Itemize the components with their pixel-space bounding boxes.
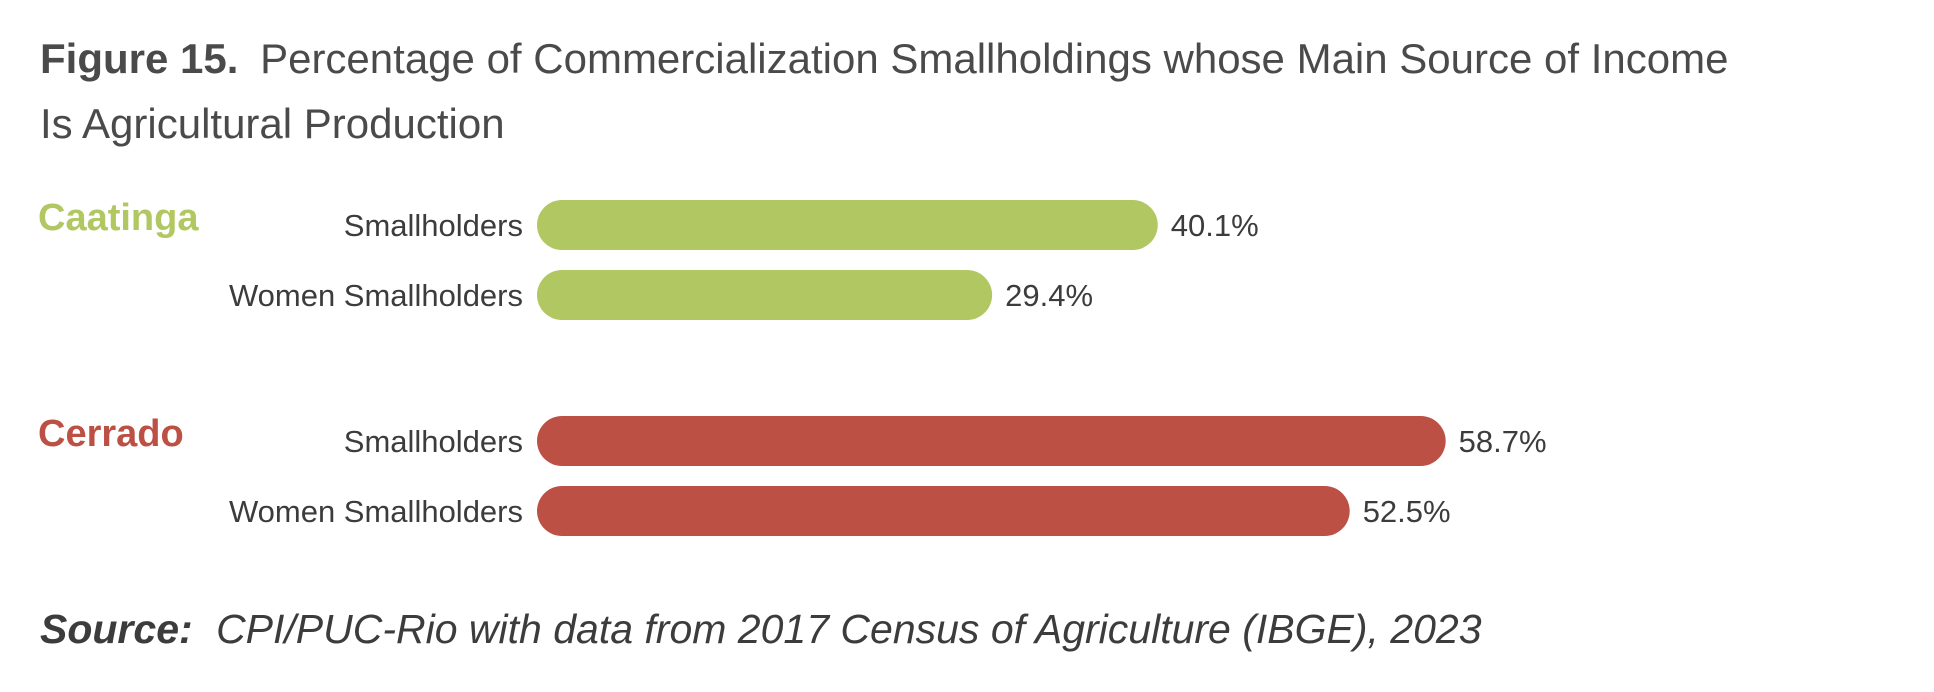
bar-cerrado-women-smallholders xyxy=(537,486,1350,536)
source-prefix: Source: xyxy=(40,606,193,652)
source-note: Source: CPI/PUC-Rio with data from 2017 … xyxy=(40,606,1482,652)
category-label-caatinga-smallholders: Smallholders xyxy=(344,208,523,243)
chart-title-line2: Is Agricultural Production xyxy=(40,100,505,147)
group-label-caatinga: Caatinga xyxy=(38,197,199,239)
group-label-cerrado: Cerrado xyxy=(38,413,184,455)
category-label-cerrado-smallholders: Smallholders xyxy=(344,424,523,459)
figure-number: Figure 15. xyxy=(40,35,238,82)
bar-caatinga-smallholders xyxy=(537,200,1158,250)
category-label-caatinga-women-smallholders: Women Smallholders xyxy=(229,278,523,313)
bar-caatinga-women-smallholders xyxy=(537,270,993,320)
value-label-cerrado-women-smallholders: 52.5% xyxy=(1363,494,1451,529)
category-label-cerrado-women-smallholders: Women Smallholders xyxy=(229,494,523,529)
value-label-caatinga-smallholders: 40.1% xyxy=(1171,208,1259,243)
value-label-caatinga-women-smallholders: 29.4% xyxy=(1005,278,1093,313)
chart-title-text: Percentage of Commercialization Smallhol… xyxy=(260,35,1728,82)
bar-cerrado-smallholders xyxy=(537,416,1446,466)
bar-area: Caatinga Smallholders 40.1% Women Smallhold… xyxy=(38,197,1547,536)
chart-title-line1: Figure 15. Percentage of Commercializati… xyxy=(40,35,1728,82)
source-text: CPI/PUC-Rio with data from 2017 Census o… xyxy=(216,606,1482,652)
value-label-cerrado-smallholders: 58.7% xyxy=(1459,424,1547,459)
